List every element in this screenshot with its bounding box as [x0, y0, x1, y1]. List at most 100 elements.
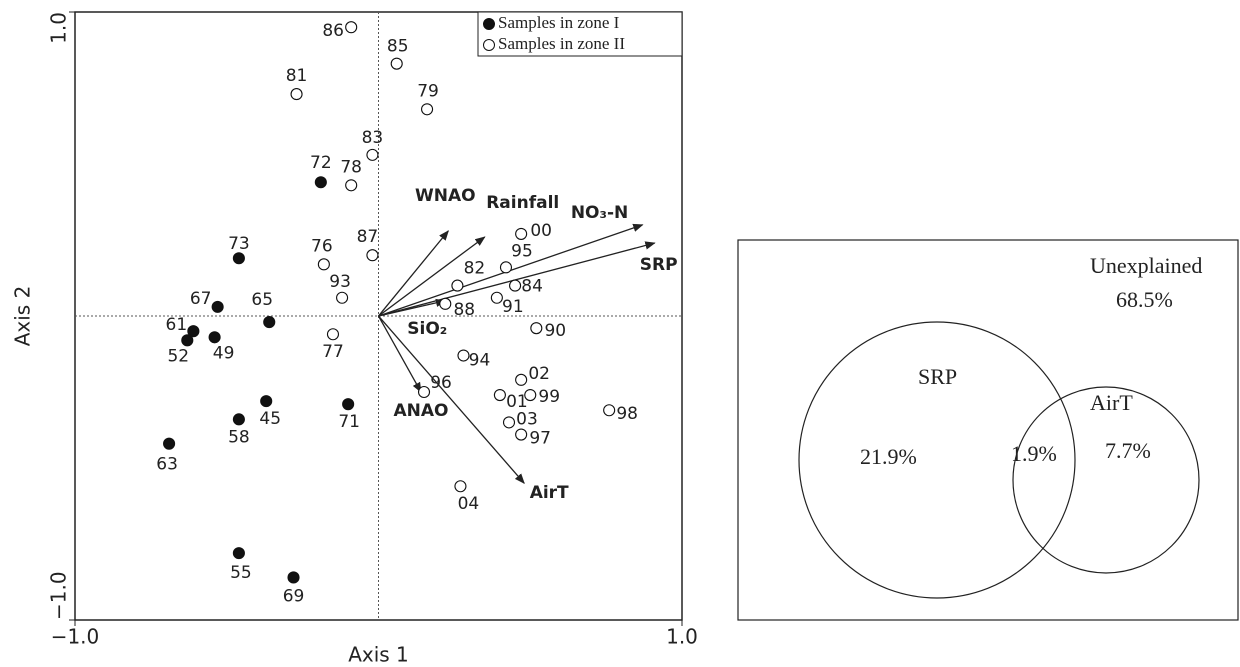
sample-point [163, 437, 176, 450]
point-label: 45 [259, 409, 281, 429]
legend-label: Samples in zone I [498, 13, 620, 32]
point-label: 97 [529, 429, 551, 449]
arrow-label: WNAO [415, 186, 476, 206]
sample-point [211, 300, 224, 313]
sample-point [490, 291, 503, 304]
sample-point [493, 388, 506, 402]
sample-point [263, 316, 276, 329]
arrow [378, 236, 486, 317]
point-label: 85 [387, 37, 409, 57]
venn-label: SRP [918, 364, 957, 389]
arrow [378, 241, 656, 317]
sample-point [232, 413, 245, 426]
sample-point [336, 291, 349, 304]
arrow-label: SRP [640, 255, 678, 275]
point-label: 67 [190, 289, 212, 309]
venn-value: 21.9% [860, 444, 917, 469]
sample-point [317, 258, 330, 271]
arrow [377, 315, 422, 393]
sample-point [530, 322, 543, 335]
point-label: 04 [458, 494, 480, 514]
point-label: 61 [166, 315, 188, 335]
sample-point [314, 176, 327, 189]
sample-point [342, 398, 355, 411]
point-label: 01 [506, 392, 528, 412]
arrow-label: SiO₂ [407, 319, 447, 339]
point-label: 78 [340, 157, 362, 177]
point-label: 49 [213, 343, 235, 363]
point-label: 86 [322, 21, 344, 41]
point-label: 81 [286, 66, 308, 86]
point-label: 63 [156, 455, 178, 475]
legend-label: Samples in zone II [498, 34, 625, 53]
sample-point [603, 404, 616, 417]
point-label: 95 [511, 241, 533, 261]
point-label: 73 [228, 234, 250, 254]
point-label: 96 [430, 373, 452, 393]
point-label: 03 [516, 409, 538, 429]
sample-point [366, 148, 379, 161]
sample-point [208, 331, 221, 344]
point-label: 71 [338, 412, 360, 432]
venn-value: 7.7% [1105, 438, 1151, 463]
point-label: 94 [469, 351, 491, 371]
sample-point [390, 57, 403, 70]
point-label: 58 [228, 427, 250, 447]
y-tick-label: 1.0 [47, 12, 71, 44]
arrow-label: ANAO [393, 401, 448, 421]
point-label: 72 [310, 153, 332, 173]
sample-point [260, 395, 273, 408]
x-tick-label: −1.0 [51, 625, 100, 649]
y-axis-label: Axis 2 [11, 286, 35, 347]
sample-point [181, 334, 194, 347]
venn-set [798, 321, 1076, 599]
x-tick-label: 1.0 [666, 625, 698, 649]
point-label: 84 [521, 277, 543, 297]
sample-point [515, 373, 528, 386]
arrow-label: NO₃-N [571, 203, 628, 223]
sample-point [454, 480, 467, 493]
point-label: 77 [322, 342, 344, 362]
venn-value: 68.5% [1116, 287, 1173, 312]
sample-point [509, 279, 522, 292]
legend-box [477, 11, 683, 57]
venn-label: AirT [1090, 390, 1133, 415]
venn-value: 1.9% [1011, 441, 1057, 466]
point-label: 79 [417, 81, 439, 101]
arrow [378, 315, 525, 484]
sample-point [515, 227, 528, 240]
point-label: 88 [453, 300, 475, 320]
arrow [377, 230, 449, 317]
point-label: 87 [357, 227, 379, 247]
venn-label: Unexplained [1090, 253, 1202, 278]
point-label: 82 [464, 259, 486, 279]
point-label: 02 [528, 364, 550, 384]
sample-point [326, 328, 340, 341]
sample-point [345, 21, 358, 34]
sample-point [502, 416, 516, 429]
sample-point [366, 249, 379, 262]
sample-point [439, 297, 452, 310]
venn-frame [737, 239, 1239, 621]
y-tick-label: −1.0 [47, 571, 71, 620]
point-label: 69 [283, 586, 305, 606]
sample-point [524, 388, 537, 402]
arrow-label: Rainfall [486, 193, 559, 213]
point-label: 93 [329, 272, 351, 292]
point-label: 52 [167, 346, 189, 366]
point-label: 83 [362, 128, 384, 148]
point-label: 00 [530, 221, 552, 241]
sample-point [451, 279, 464, 292]
sample-point [187, 325, 200, 338]
point-label: 90 [544, 321, 566, 341]
sample-point [421, 103, 434, 116]
sample-point [457, 349, 470, 362]
point-label: 99 [538, 387, 560, 407]
sample-point [290, 88, 303, 101]
sample-point [232, 547, 245, 560]
legend-marker [483, 39, 495, 51]
arrow-label: AirT [530, 483, 569, 503]
point-label: 55 [230, 563, 252, 583]
point-label: 76 [311, 236, 333, 256]
